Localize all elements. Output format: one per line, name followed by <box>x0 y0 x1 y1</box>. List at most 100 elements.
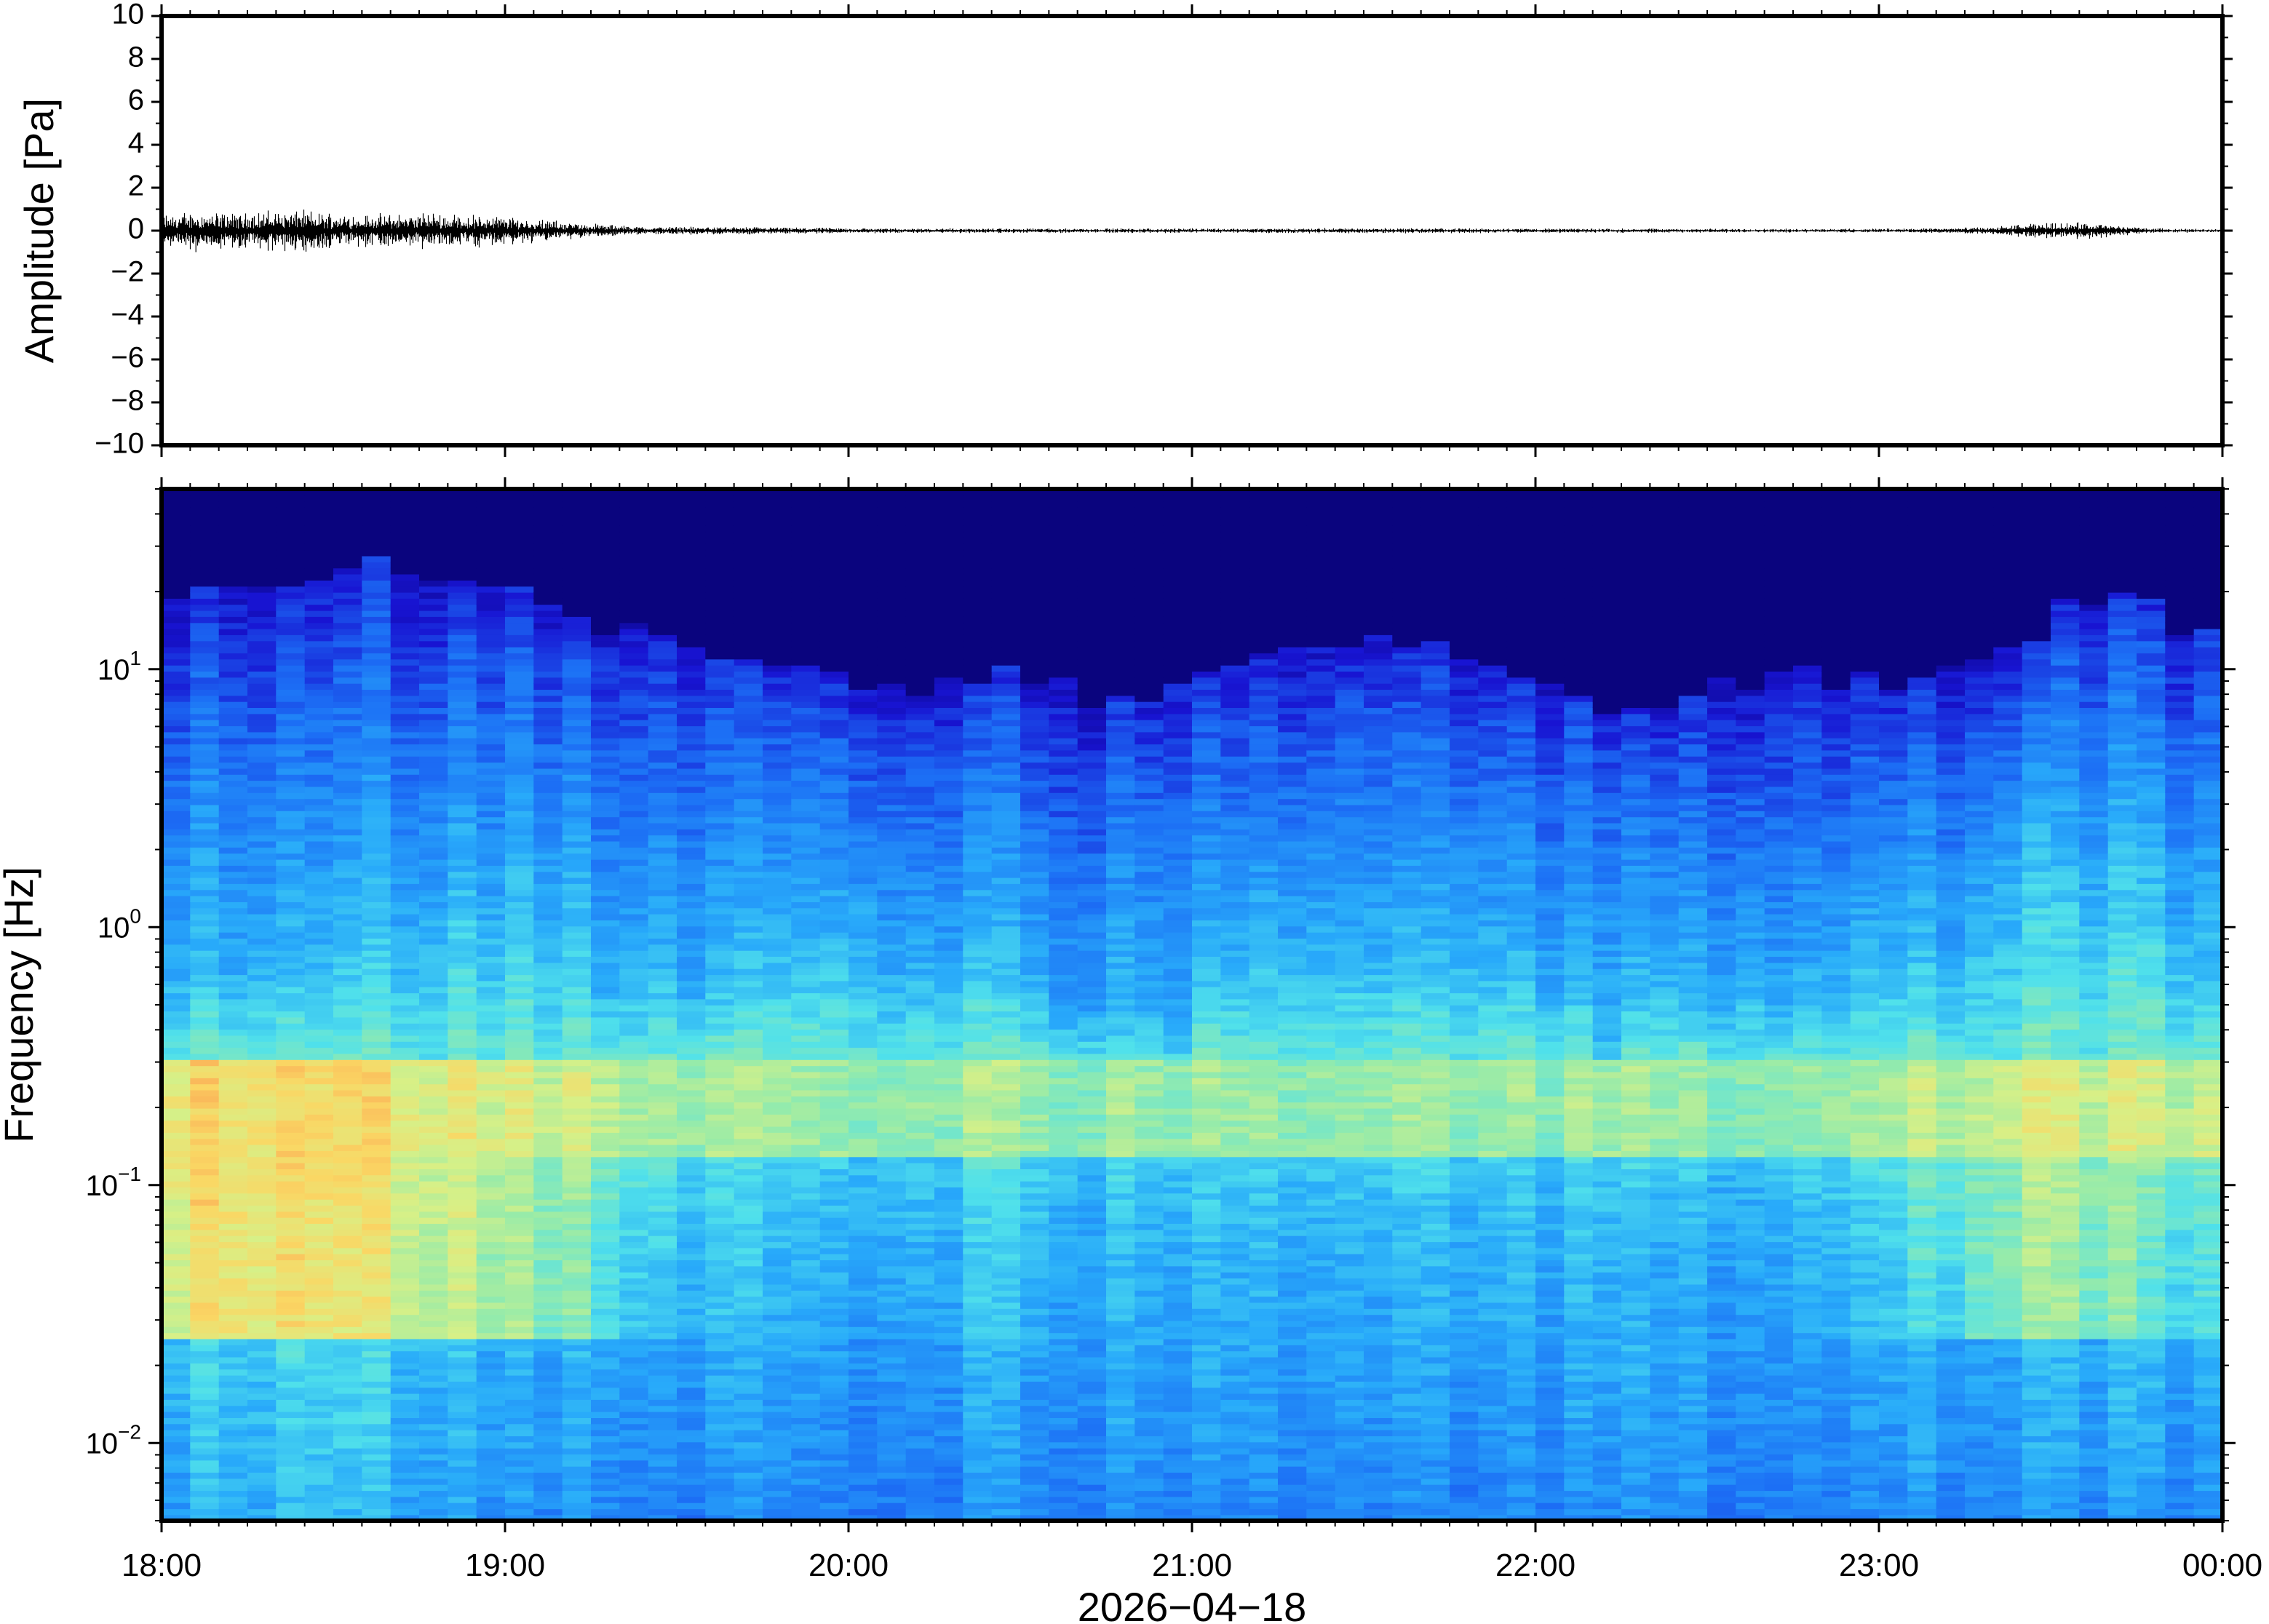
spectrogram-column <box>562 489 592 1521</box>
spectrogram-column <box>162 489 191 1521</box>
spectrogram-column <box>505 489 535 1521</box>
spectrogram-column <box>1278 489 1308 1521</box>
waveform-y-tick-label: −8 <box>111 385 144 417</box>
spectrogram-column <box>1879 489 1909 1521</box>
spectrogram-column <box>333 489 363 1521</box>
spectrogram-column <box>1077 489 1107 1521</box>
spectrogram-column <box>1335 489 1364 1521</box>
spectrogram-column <box>247 489 277 1521</box>
spectrogram-column <box>2193 489 2223 1521</box>
spectrogram-column <box>1650 489 1680 1521</box>
spectrogram-panel: 101 100 10−1 10−2 18:00 19:00 20:00 21:00 22:00… <box>0 477 2262 1624</box>
spectrogram-column <box>1564 489 1594 1521</box>
spectrogram-column <box>705 489 735 1521</box>
waveform-y-tick-label: 10 <box>112 0 145 31</box>
spectrogram-column <box>734 489 763 1521</box>
spectrogram-column <box>1478 489 1508 1521</box>
x-tick-label: 00:00 <box>2182 1548 2262 1583</box>
spectrogram-column <box>677 489 707 1521</box>
waveform-y-tick-label: 0 <box>128 213 144 245</box>
x-tick-label: 19:00 <box>465 1548 545 1583</box>
spectrogram-column <box>1364 489 1394 1521</box>
spectrogram-column <box>304 489 334 1521</box>
waveform-y-axis-label: Amplitude [Pa] <box>16 98 62 363</box>
spectrogram-column <box>2079 489 2109 1521</box>
spectrogram-column <box>419 489 449 1521</box>
waveform-y-tick-label: 6 <box>128 84 144 116</box>
spectrogram-column <box>819 489 849 1521</box>
spectrogram-column <box>1020 489 1050 1521</box>
spectrogram-column <box>1993 489 2023 1521</box>
spectrogram-column <box>963 489 993 1521</box>
spectrogram-column <box>362 489 392 1521</box>
spectrogram-column <box>1936 489 1966 1521</box>
spectrogram-column <box>1965 489 1995 1521</box>
spectrogram-column <box>1249 489 1279 1521</box>
spectrogram-column <box>1420 489 1450 1521</box>
spectrogram-column <box>1821 489 1851 1521</box>
spectrogram-column <box>1621 489 1651 1521</box>
waveform-y-tick-label: −10 <box>95 428 144 460</box>
waveform-y-tick-label: −2 <box>111 256 144 288</box>
spectrogram-y-tick-label: 100 <box>98 904 141 944</box>
spectrogram-column <box>591 489 621 1521</box>
spectrogram-image <box>162 489 2223 1521</box>
spectrogram-column <box>1163 489 1193 1521</box>
spectrogram-column <box>1907 489 1937 1521</box>
waveform-y-tick-label: −6 <box>111 342 144 374</box>
spectrogram-column <box>1306 489 1336 1521</box>
spectrogram-column <box>2022 489 2051 1521</box>
spectrogram-column <box>1392 489 1422 1521</box>
spectrogram-column <box>791 489 821 1521</box>
spectrogram-y-tick-label: 10−2 <box>86 1420 141 1460</box>
x-tick-label: 23:00 <box>1839 1548 1919 1583</box>
spectrogram-column <box>877 489 907 1521</box>
spectrogram-column <box>476 489 506 1521</box>
waveform-y-tick-label: 8 <box>128 41 144 73</box>
spectrogram-column <box>1220 489 1250 1521</box>
spectrogram-column <box>390 489 420 1521</box>
x-tick-label: 18:00 <box>122 1548 202 1583</box>
waveform-panel: 10 8 6 4 2 0 −2 −4 −6 −8 −10 Amplitude [Pa] <box>16 0 2233 460</box>
spectrogram-column <box>1506 489 1536 1521</box>
spectrogram-column <box>1134 489 1164 1521</box>
waveform-y-tick-label: −4 <box>111 299 144 331</box>
spectrogram-column <box>1192 489 1222 1521</box>
spectrogram-column <box>991 489 1021 1521</box>
spectrogram-column <box>905 489 935 1521</box>
spectrogram-y-tick-label: 101 <box>98 647 141 686</box>
spectrogram-column <box>934 489 964 1521</box>
spectrogram-column <box>849 489 878 1521</box>
spectrogram-column <box>1450 489 1479 1521</box>
spectrogram-column <box>2137 489 2166 1521</box>
spectrogram-column <box>1592 489 1622 1521</box>
spectrogram-column <box>2165 489 2195 1521</box>
spectrogram-y-axis-label: Frequency [Hz] <box>0 867 41 1143</box>
waveform-y-tick-label: 4 <box>128 127 144 159</box>
spectrogram-y-tick-label: 10−1 <box>86 1163 141 1202</box>
waveform-y-tick-label: 2 <box>128 170 144 202</box>
spectrogram-column <box>2051 489 2081 1521</box>
spectrogram-column <box>218 489 248 1521</box>
spectrogram-column <box>1535 489 1565 1521</box>
spectrogram-column <box>448 489 477 1521</box>
spectrogram-column <box>763 489 792 1521</box>
spectrogram-column <box>1764 489 1794 1521</box>
spectrogram-frame <box>159 487 2225 1523</box>
x-tick-label: 20:00 <box>808 1548 889 1583</box>
x-tick-labels: 18:00 19:00 20:00 21:00 22:00 23:00 00:00 <box>122 1548 2262 1583</box>
spectrogram-column <box>1106 489 1136 1521</box>
spectrogram-column <box>619 489 649 1521</box>
spectrogram-column <box>1678 489 1708 1521</box>
spectrogram-column <box>2107 489 2137 1521</box>
x-tick-label: 21:00 <box>1152 1548 1232 1583</box>
spectrogram-column <box>533 489 563 1521</box>
x-tick-label: 22:00 <box>1495 1548 1575 1583</box>
spectrogram-y-tick-labels: 101 100 10−1 10−2 <box>86 647 141 1460</box>
spectrogram-column <box>1736 489 1765 1521</box>
spectrogram-column <box>1707 489 1737 1521</box>
spectrogram-column <box>1049 489 1078 1521</box>
spectrogram-column <box>190 489 220 1521</box>
spectrogram-column <box>1850 489 1880 1521</box>
